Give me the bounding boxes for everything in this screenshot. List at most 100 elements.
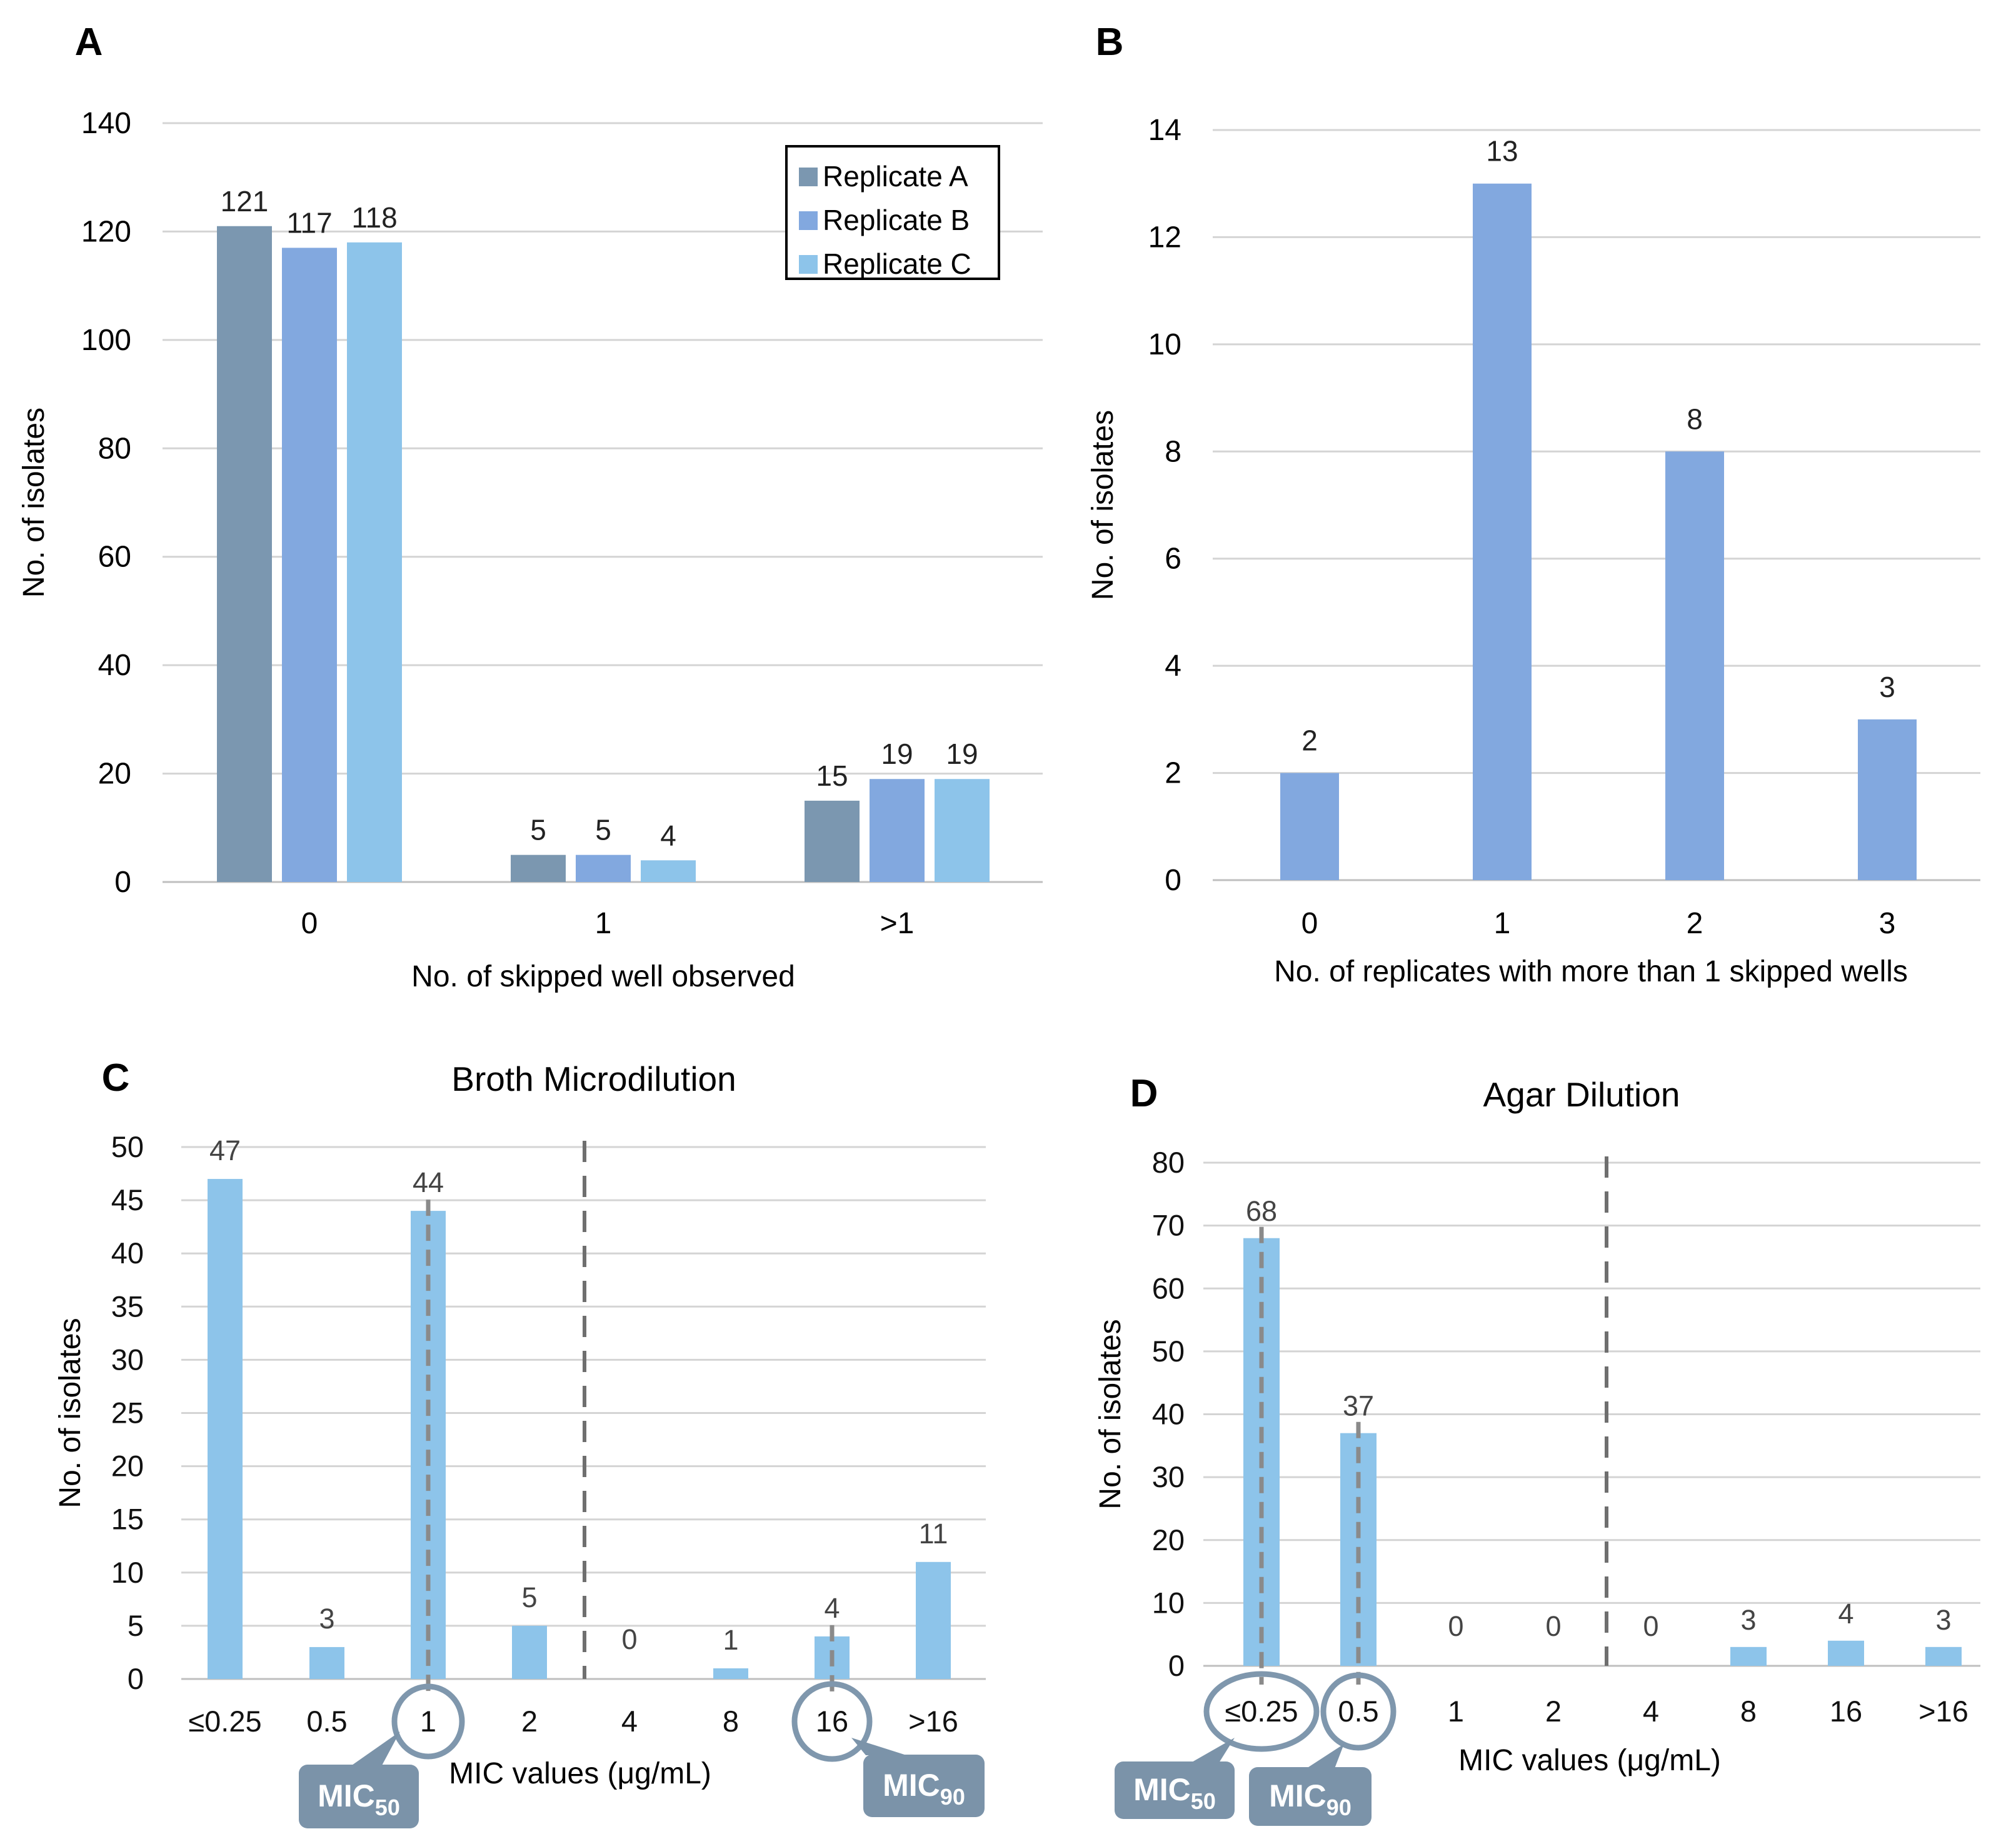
x-tick-label: 4 xyxy=(621,1705,638,1738)
x-tick-label: 1 xyxy=(420,1705,436,1738)
x-tick-label: 0.5 xyxy=(306,1705,347,1738)
data-label: 4 xyxy=(660,819,676,851)
x-axis-label: MIC values (μg/mL) xyxy=(449,1757,711,1790)
legend-label: Replicate A xyxy=(823,160,968,193)
x-axis-label: No. of skipped well observed xyxy=(411,960,795,993)
y-tick-label: 100 xyxy=(81,324,131,357)
data-label: 0 xyxy=(1448,1610,1463,1642)
y-tick-label: 30 xyxy=(111,1343,144,1376)
mic50-circle xyxy=(1203,1671,1320,1752)
bar xyxy=(1280,773,1339,880)
y-tick-label: 40 xyxy=(1152,1398,1185,1431)
x-tick-label: 16 xyxy=(816,1705,848,1738)
y-tick-label: 14 xyxy=(1148,114,1181,147)
data-label: 117 xyxy=(286,206,332,239)
panel-c: C Broth Microdilution05101520253035404550… xyxy=(54,1056,986,1828)
data-label: 3 xyxy=(1935,1604,1951,1636)
y-tick-label: 140 xyxy=(81,107,131,140)
y-tick-label: 80 xyxy=(98,432,131,465)
bar xyxy=(1730,1646,1767,1666)
bar xyxy=(217,226,272,883)
x-tick-label: 16 xyxy=(1830,1695,1862,1728)
data-label: 68 xyxy=(1246,1195,1277,1227)
x-tick-label: 8 xyxy=(1740,1695,1757,1728)
y-axis-label: No. of isolates xyxy=(1094,1319,1127,1509)
y-tick-label: 20 xyxy=(98,758,131,791)
x-tick-label: 0 xyxy=(1301,907,1318,940)
bar xyxy=(713,1668,748,1679)
badge-box xyxy=(1249,1767,1372,1826)
badge-main: MIC xyxy=(883,1768,940,1803)
x-tick-label: 1 xyxy=(595,907,612,940)
bar xyxy=(309,1646,344,1679)
badge-label: MIC50 xyxy=(318,1778,400,1820)
y-tick-label: 4 xyxy=(1165,649,1181,683)
y-tick-label: 0 xyxy=(114,866,131,899)
y-tick-label: 70 xyxy=(1152,1209,1185,1242)
data-label: 4 xyxy=(824,1592,840,1624)
badge-pointer xyxy=(350,1731,400,1766)
bar xyxy=(511,854,566,882)
bar xyxy=(935,779,990,882)
data-label: 37 xyxy=(1343,1390,1374,1422)
data-label: 3 xyxy=(319,1603,334,1635)
x-tick-label: 2 xyxy=(1545,1695,1562,1728)
panel-letter: A xyxy=(75,21,103,64)
data-label: 44 xyxy=(413,1166,444,1198)
mic50-badge: MIC50 xyxy=(1115,1738,1235,1819)
x-tick-label: 1 xyxy=(1448,1695,1464,1728)
x-tick-label: 2 xyxy=(1687,907,1703,940)
y-tick-label: 6 xyxy=(1165,543,1181,576)
data-label: 0 xyxy=(621,1623,637,1655)
x-tick-label: ≤0.25 xyxy=(188,1705,261,1738)
y-axis-label: No. of isolates xyxy=(54,1318,87,1508)
data-label: 2 xyxy=(1301,724,1318,757)
y-tick-label: 12 xyxy=(1148,221,1181,254)
badge-subscript: 90 xyxy=(940,1784,965,1810)
legend-label: Replicate C xyxy=(823,248,971,280)
legend-swatch xyxy=(799,211,818,230)
y-tick-label: 2 xyxy=(1165,757,1181,790)
y-tick-label: 50 xyxy=(1152,1335,1185,1368)
data-label: 0 xyxy=(1643,1610,1658,1642)
data-label: 19 xyxy=(881,738,913,770)
y-tick-label: 10 xyxy=(111,1556,144,1589)
y-tick-label: 8 xyxy=(1165,435,1181,468)
data-label: 47 xyxy=(209,1135,241,1166)
bar xyxy=(1665,451,1724,880)
badge-main: MIC xyxy=(318,1778,375,1813)
y-tick-label: 60 xyxy=(98,541,131,574)
bar xyxy=(916,1561,951,1679)
x-tick-label: >16 xyxy=(1918,1695,1968,1728)
x-tick-label: 1 xyxy=(1494,907,1511,940)
panel-letter: B xyxy=(1096,21,1124,64)
y-tick-label: 25 xyxy=(111,1396,144,1430)
badge-pointer xyxy=(1191,1738,1235,1763)
bar xyxy=(1828,1640,1864,1666)
chart-title: Agar Dilution xyxy=(1483,1075,1680,1114)
mic50-circle xyxy=(391,1683,465,1760)
data-label: 121 xyxy=(221,185,269,218)
data-label: 15 xyxy=(816,759,848,792)
mic90-circle xyxy=(791,1681,873,1762)
badge-main: MIC xyxy=(1269,1778,1326,1813)
legend-box xyxy=(785,145,1000,280)
badge-label: MIC90 xyxy=(1269,1778,1352,1820)
x-tick-label: 0.5 xyxy=(1338,1695,1378,1728)
data-label: 0 xyxy=(1545,1610,1561,1642)
data-label: 8 xyxy=(1687,403,1703,435)
y-tick-label: 0 xyxy=(128,1662,144,1695)
badge-subscript: 50 xyxy=(1191,1788,1216,1814)
panel-a: A 0 20 40 60 80 100 120 140 121 117 118 0 5 5 4 1 15 19 19 >… xyxy=(18,21,1043,993)
y-tick-label: 15 xyxy=(111,1503,144,1536)
y-tick-label: 40 xyxy=(98,649,131,682)
x-axis-label: MIC values (μg/mL) xyxy=(1458,1744,1721,1777)
mic90-badge: MIC90 xyxy=(1249,1744,1372,1826)
badge-box xyxy=(299,1765,419,1828)
y-tick-label: 20 xyxy=(1152,1523,1185,1556)
bar xyxy=(347,242,402,882)
y-tick-label: 10 xyxy=(1152,1586,1185,1619)
panel-d: D Agar Dilution0102030405060708068≤0.2537… xyxy=(1094,1072,1980,1826)
data-label: 5 xyxy=(521,1581,537,1613)
